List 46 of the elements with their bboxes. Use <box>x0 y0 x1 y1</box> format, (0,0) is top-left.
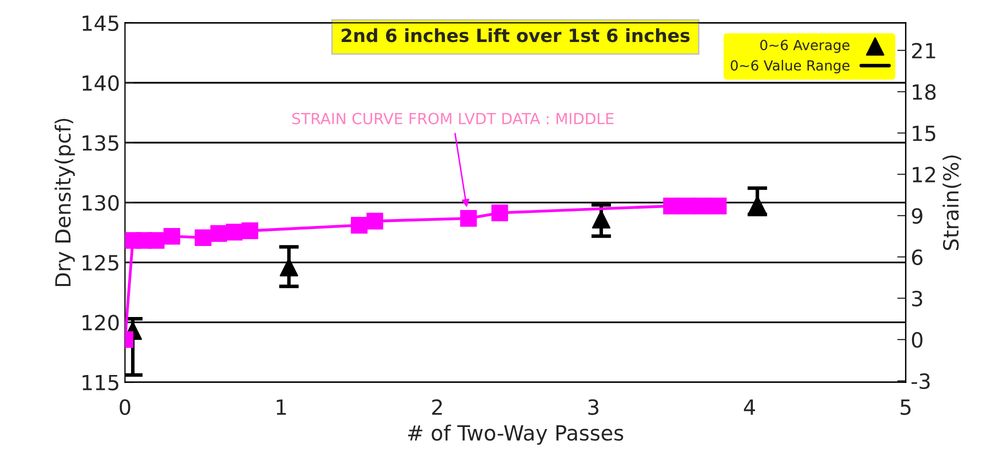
y-tick-label: 145 <box>82 16 118 32</box>
point <box>491 204 508 222</box>
annotation: 0~6 Value Range <box>730 60 850 74</box>
y-tick-label: 130 <box>82 194 119 211</box>
point <box>748 196 767 214</box>
point <box>694 198 712 214</box>
x-tick-label: 1 <box>276 400 286 415</box>
chart-title: 2nd 6 inches Lift over 1st 6 inches <box>342 28 690 42</box>
point <box>242 222 258 240</box>
y2-tick-label: 3 <box>912 290 922 306</box>
y2-tick-label: 15 <box>912 126 936 142</box>
y2-axis-title: Strain(%) <box>942 155 962 250</box>
point <box>350 216 368 234</box>
point <box>194 229 212 246</box>
y-tick-label: 135 <box>82 135 118 151</box>
y-tick-label: 140 <box>82 75 119 91</box>
y2-tick-label: -3 <box>912 373 930 390</box>
y2-tick-label: 6 <box>912 249 922 266</box>
point <box>148 232 165 249</box>
point <box>710 198 727 214</box>
x-axis-title: # of Two-Way Passes <box>408 424 624 445</box>
y-tick-label: 120 <box>82 314 119 331</box>
legend-label: 0~6 Average <box>760 40 850 53</box>
point <box>366 212 384 230</box>
point <box>280 258 298 276</box>
y2-tick-label: 0 <box>912 332 922 348</box>
y-axis-title: Dry Density(pcf) <box>54 118 75 286</box>
x-tick-label: 2 <box>432 399 442 415</box>
x-tick-label: 4 <box>744 400 756 415</box>
y2-tick-label: 9 <box>912 208 922 224</box>
y2-tick-label: 12 <box>912 166 935 182</box>
y2-tick-label: 18 <box>912 84 936 100</box>
x-tick-label: 0 <box>120 399 130 416</box>
point <box>678 198 696 214</box>
y-tick-label: 115 <box>82 374 118 390</box>
point <box>164 228 180 245</box>
y2-tick-label: 21 <box>912 42 936 58</box>
y-tick-label: 125 <box>82 254 118 271</box>
x-tick-label: 3 <box>588 399 598 416</box>
point <box>226 224 243 240</box>
x-tick-label: 5 <box>900 400 911 416</box>
point <box>210 225 228 242</box>
annotation: STRAIN CURVE FROM LVDT DATA : MIDDLE <box>292 112 614 124</box>
point <box>592 210 610 229</box>
point <box>663 198 680 214</box>
point <box>460 210 477 227</box>
